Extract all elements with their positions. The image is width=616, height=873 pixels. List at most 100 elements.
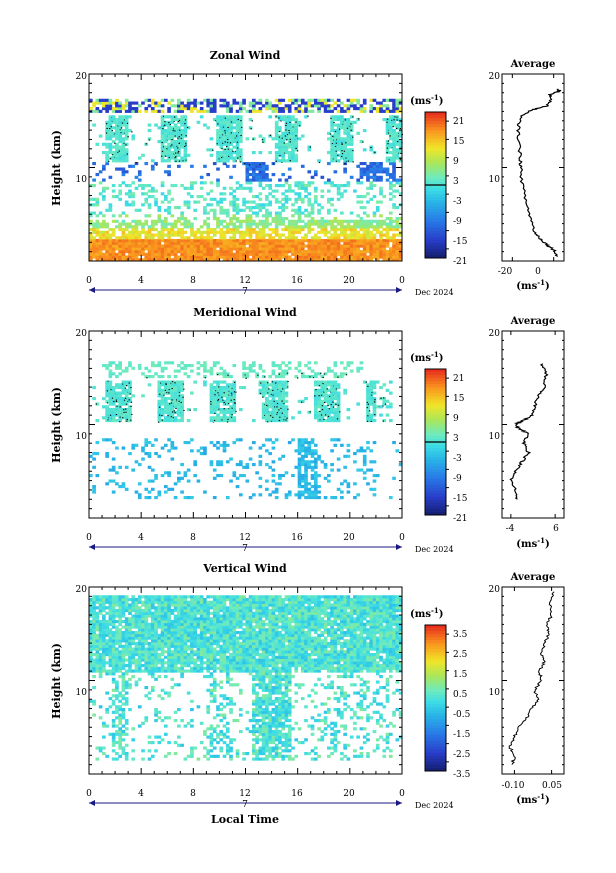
heatmap-speck: [392, 126, 394, 128]
heatmap-cell: [258, 233, 263, 237]
heatmap-cell: [144, 98, 149, 102]
heatmap-cell: [170, 98, 175, 102]
heatmap-cell: [134, 258, 139, 262]
heatmap-cell: [382, 241, 387, 245]
heatmap-cell: [379, 178, 383, 182]
heatmap-cell: [242, 250, 246, 254]
heatmap-cell: [278, 416, 282, 420]
heatmap-cell: [297, 241, 302, 245]
heatmap-speck: [239, 156, 241, 158]
heatmap-speck: [281, 412, 283, 414]
heatmap-speck: [108, 160, 110, 162]
heatmap-cell: [284, 189, 289, 193]
heatmap-cell: [225, 101, 230, 105]
colorbar-segment: [425, 175, 446, 180]
heatmap-speck: [172, 130, 174, 132]
heatmap-speck: [336, 139, 338, 141]
heatmap-cell: [340, 192, 344, 196]
zonal-avg-ytick-20: 20: [489, 72, 501, 82]
heatmap-cell: [323, 241, 328, 245]
heatmap-cell: [173, 397, 178, 401]
heatmap-cell: [111, 402, 116, 406]
heatmap-cell: [212, 211, 217, 215]
heatmap-cell: [105, 225, 109, 229]
heatmap-cell: [300, 244, 305, 248]
heatmap-cell: [157, 217, 162, 221]
heatmap-cell: [265, 419, 269, 423]
heatmap-cell: [366, 408, 370, 412]
meridional-cb-tick-7: -21: [453, 514, 468, 524]
heatmap-cell: [235, 247, 240, 251]
heatmap-cell: [157, 140, 162, 144]
heatmap-cell: [108, 372, 113, 376]
heatmap-cell: [372, 241, 377, 245]
heatmap-cell: [216, 123, 220, 127]
colorbar-segment: [425, 154, 446, 159]
heatmap-cell: [349, 148, 354, 152]
heatmap-cell: [388, 118, 393, 122]
heatmap-cell: [268, 186, 272, 190]
heatmap-cell: [186, 441, 191, 445]
heatmap-speck: [323, 391, 325, 393]
colorbar-segment: [425, 469, 446, 473]
heatmap-cell: [232, 208, 237, 212]
heatmap-cell: [385, 156, 390, 160]
heatmap-cell: [333, 413, 338, 417]
heatmap-speck: [235, 391, 237, 393]
heatmap-cell: [238, 252, 243, 256]
heatmap-cell: [190, 244, 194, 248]
heatmap-cell: [102, 197, 106, 201]
heatmap-cell: [163, 386, 168, 390]
heatmap-cell: [121, 380, 126, 384]
heatmap-cell: [154, 244, 158, 248]
heatmap-speck: [231, 394, 233, 396]
heatmap-speck: [337, 404, 340, 406]
heatmap-cell: [284, 383, 289, 387]
heatmap-cell: [271, 258, 276, 262]
heatmap-speck: [332, 135, 334, 137]
heatmap-cell: [219, 137, 224, 141]
heatmap-cell: [343, 219, 347, 223]
heatmap-speck: [130, 419, 132, 421]
heatmap-cell: [274, 252, 279, 256]
heatmap-cell: [255, 195, 259, 199]
heatmap-cell: [340, 372, 344, 376]
heatmap-cell: [265, 757, 269, 761]
heatmap-cell: [300, 438, 305, 442]
heatmap-cell: [395, 156, 400, 160]
heatmap-cell: [124, 142, 129, 146]
heatmap-cell: [369, 236, 374, 240]
meridional-title: Meridional Wind: [193, 306, 297, 319]
heatmap-cell: [141, 101, 145, 105]
heatmap-cell: [362, 222, 367, 226]
heatmap-cell: [327, 197, 331, 201]
heatmap-cell: [294, 137, 299, 141]
heatmap-cell: [124, 413, 129, 417]
heatmap-cell: [375, 107, 380, 111]
heatmap-speck: [387, 140, 390, 142]
heatmap-cell: [268, 250, 272, 254]
heatmap-cell: [115, 98, 119, 102]
heatmap-speck: [296, 150, 299, 152]
heatmap-cell: [111, 230, 116, 234]
heatmap-cell: [108, 402, 113, 406]
heatmap-cell: [163, 217, 168, 221]
heatmap-cell: [398, 230, 403, 234]
heatmap-cell: [163, 443, 168, 447]
colorbar-segment: [425, 414, 446, 419]
heatmap-speck: [235, 135, 238, 137]
heatmap-cell: [177, 388, 181, 392]
heatmap-cell: [304, 441, 308, 445]
heatmap-cell: [271, 107, 276, 111]
heatmap-cell: [313, 410, 318, 414]
heatmap-cell: [271, 109, 276, 113]
heatmap-cell: [356, 195, 361, 199]
heatmap-cell: [349, 225, 354, 229]
heatmap-cell: [375, 219, 380, 223]
heatmap-speck: [362, 141, 364, 143]
heatmap-cell: [108, 156, 113, 160]
heatmap-cell: [108, 438, 113, 442]
heatmap-cell: [330, 388, 334, 392]
heatmap-cell: [111, 151, 116, 155]
heatmap-cell: [313, 101, 318, 105]
